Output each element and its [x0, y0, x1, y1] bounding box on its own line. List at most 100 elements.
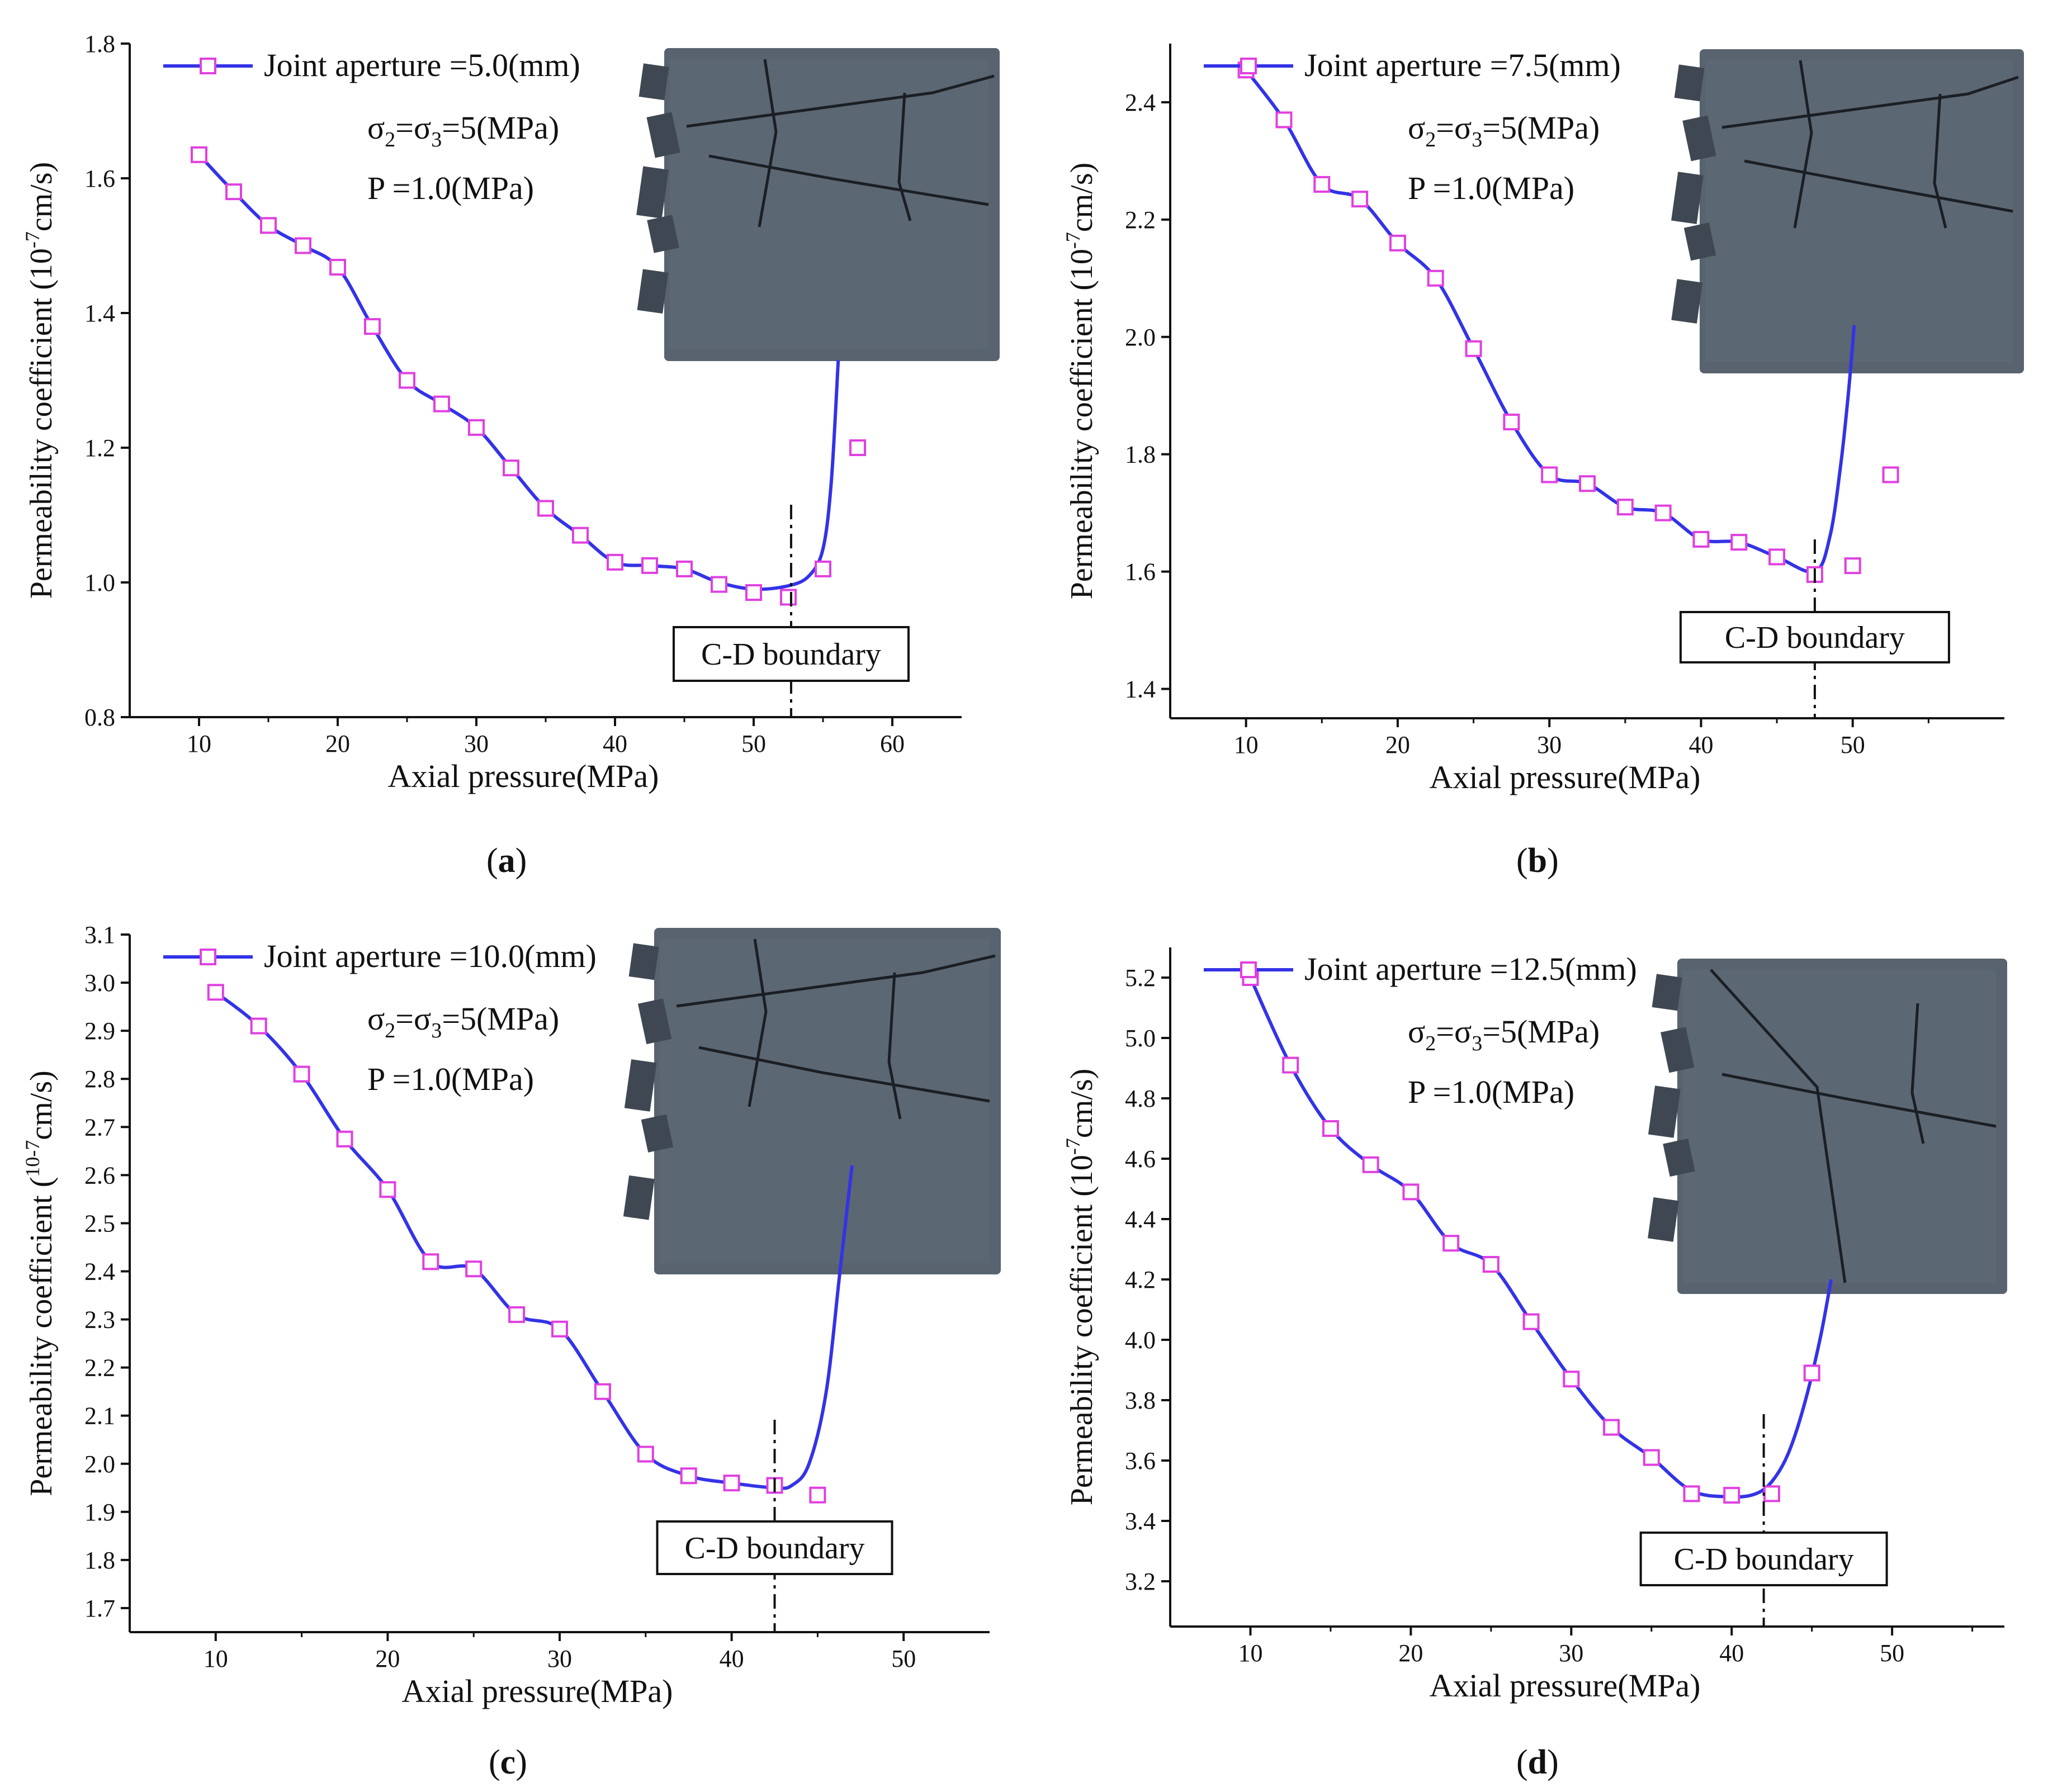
specimen-slab: [1677, 959, 2007, 1294]
x-tick-label: 50: [1880, 1639, 1904, 1667]
specimen-crack: [686, 74, 995, 128]
data-point: [225, 183, 242, 201]
panel-letter-c: (c): [489, 1743, 527, 1781]
x-axis-label: Axial pressure(MPa): [1430, 759, 1701, 795]
stress-text: σ: [1408, 110, 1425, 146]
data-point: [1579, 475, 1596, 492]
legend-label: Joint aperture =12.5(mm): [1304, 951, 1637, 987]
data-point: [433, 395, 450, 413]
stress-text: =σ: [1436, 1013, 1472, 1050]
x-tick-label: 40: [603, 730, 627, 757]
stress-subscript: 3: [431, 1019, 442, 1042]
data-point: [1844, 557, 1861, 575]
data-point: [295, 237, 311, 254]
specimen-slab: [664, 48, 1000, 361]
y-tick-label: 1.9: [84, 1499, 115, 1526]
data-point: [1616, 499, 1634, 516]
y-tick-label: 1.2: [84, 434, 115, 462]
stress-subscript: 2: [1425, 1032, 1436, 1055]
boundary-label: C-D boundary: [1725, 620, 1905, 655]
y-axis-label-text: Permeability coefficient (10: [1065, 249, 1099, 599]
data-point: [465, 1260, 483, 1278]
pressure-annotation: P =1.0(MPa): [367, 1061, 534, 1097]
chart-panel-a: 10 20 30 40 50 60 0.8 1.0 1.2 1.4 1.6 1.8 Axial pres…: [21, 30, 1000, 794]
data-point: [1563, 1371, 1580, 1388]
data-point: [468, 419, 485, 436]
data-point: [1768, 548, 1786, 566]
data-point: [422, 1253, 439, 1270]
data-point: [399, 372, 415, 389]
stress-text: =5(MPa): [1482, 110, 1600, 146]
y-axis-label-text: cm/s): [24, 162, 59, 231]
y-tick-label: 3.2: [1125, 1568, 1156, 1595]
y-axis-label-text: cm/s): [1065, 163, 1099, 232]
data-point: [680, 1467, 697, 1485]
data-point: [1503, 413, 1520, 430]
x-tick-label: 40: [720, 1645, 744, 1672]
legend-marker: [1240, 58, 1257, 74]
stress-subscript: 2: [1425, 128, 1436, 151]
y-tick-label: 5.0: [1125, 1025, 1156, 1052]
y-axis-label-text: Permeability coefficient (10: [24, 248, 59, 599]
specimen-crack: [748, 938, 768, 1107]
stress-text: =σ: [395, 1001, 431, 1037]
x-tick-label: 50: [891, 1645, 916, 1672]
data-point: [641, 557, 658, 574]
data-point: [676, 560, 693, 577]
y-tick-label: 1.8: [84, 1547, 115, 1574]
specimen-crack: [1721, 1073, 1997, 1128]
y-axis-label-text: cm/s): [1065, 1069, 1099, 1138]
data-point: [329, 259, 346, 276]
x-tick-label: 30: [1537, 731, 1562, 758]
specimen-surface: [1683, 970, 1996, 1283]
x-tick-label: 20: [1398, 1639, 1423, 1667]
data-point: [1522, 1313, 1540, 1330]
data-point: [260, 217, 277, 234]
data-point: [503, 459, 519, 477]
y-axis-label: Permeability coefficient (10-7cm/s): [1062, 1069, 1099, 1506]
y-tick-label: 2.2: [1125, 206, 1156, 234]
x-tick-label: 50: [741, 730, 766, 757]
specimen-crack: [758, 59, 778, 227]
specimen-fragment: [1648, 1197, 1679, 1242]
legend-label: Joint aperture =5.0(mm): [264, 47, 580, 83]
data-point: [250, 1017, 267, 1035]
y-tick-label: 0.8: [84, 704, 115, 731]
specimen-crack: [1721, 75, 2019, 129]
data-point: [1692, 530, 1710, 548]
stress-subscript: 3: [431, 128, 442, 151]
data-point: [364, 318, 381, 335]
specimen-photo: [1671, 49, 2024, 373]
y-tick-label: 2.3: [84, 1306, 115, 1334]
y-axis-label-text: cm/s): [24, 1070, 59, 1140]
y-tick-label: 2.2: [84, 1354, 115, 1382]
specimen-fragment: [646, 112, 680, 158]
y-tick-label: 2.0: [84, 1450, 115, 1478]
data-point: [594, 1383, 611, 1400]
specimen-crack: [1710, 969, 1847, 1283]
x-tick-label: 60: [880, 730, 905, 757]
y-tick-label: 5.2: [1125, 964, 1156, 992]
chart-panel-c: 10 20 30 40 50 1.7 1.8 1.9 2.0 2.1 2.2 2.3 2.4 2.5 2.6…: [21, 921, 1001, 1709]
panel-letter-d: (d): [1516, 1743, 1559, 1781]
y-tick-label: 2.1: [84, 1402, 115, 1430]
data-point: [1275, 111, 1293, 129]
y-tick-label: 4.6: [1125, 1145, 1156, 1173]
x-tick-label: 30: [1559, 1639, 1583, 1667]
x-tick-label: 40: [1719, 1639, 1744, 1667]
data-point: [815, 560, 831, 577]
specimen-surface: [670, 59, 988, 350]
specimen-fragment: [1674, 64, 1705, 102]
legend-marker: [200, 949, 216, 965]
data-point: [293, 1065, 310, 1083]
y-tick-label: 3.8: [1125, 1387, 1156, 1414]
specimen-fragment: [641, 1114, 674, 1153]
specimen-fragment: [1682, 115, 1716, 162]
data-point: [1282, 1056, 1299, 1074]
specimen-fragment: [1652, 974, 1682, 1011]
stress-text: =5(MPa): [442, 110, 559, 146]
x-tick-label: 50: [1841, 731, 1865, 758]
specimen-surface: [660, 939, 990, 1263]
y-tick-label: 1.8: [84, 30, 115, 58]
stress-annotation: σ2=σ3=5(MPa): [1408, 110, 1600, 151]
